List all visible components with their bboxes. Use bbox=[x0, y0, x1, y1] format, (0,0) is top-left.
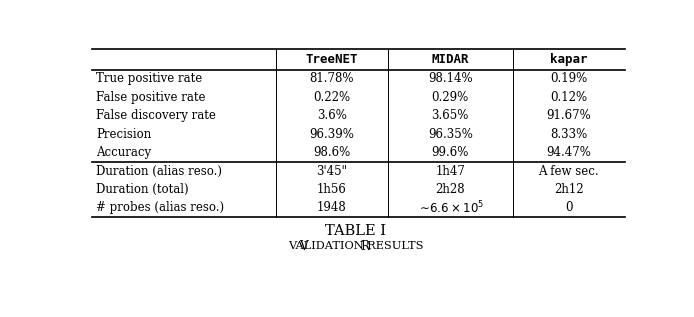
Text: 2h28: 2h28 bbox=[435, 183, 465, 196]
Text: A few sec.: A few sec. bbox=[539, 165, 599, 178]
Text: 96.35%: 96.35% bbox=[428, 128, 473, 141]
Text: 3.6%: 3.6% bbox=[316, 109, 347, 122]
Text: 2h12: 2h12 bbox=[554, 183, 584, 196]
Text: 1h47: 1h47 bbox=[435, 165, 465, 178]
Text: $\sim\!6.6\times10^{5}$: $\sim\!6.6\times10^{5}$ bbox=[416, 200, 484, 216]
Text: False positive rate: False positive rate bbox=[96, 91, 206, 104]
Text: 98.6%: 98.6% bbox=[313, 146, 350, 159]
Text: R: R bbox=[360, 240, 369, 253]
Text: 98.14%: 98.14% bbox=[428, 73, 473, 86]
Text: 81.78%: 81.78% bbox=[310, 73, 354, 86]
Text: 0.29%: 0.29% bbox=[432, 91, 469, 104]
Text: True positive rate: True positive rate bbox=[96, 73, 203, 86]
Text: 1h56: 1h56 bbox=[316, 183, 347, 196]
Text: Accuracy: Accuracy bbox=[96, 146, 151, 159]
Text: 0.12%: 0.12% bbox=[550, 91, 587, 104]
Text: 0.22%: 0.22% bbox=[313, 91, 350, 104]
Text: False discovery rate: False discovery rate bbox=[96, 109, 217, 122]
Text: 3.65%: 3.65% bbox=[432, 109, 469, 122]
Text: 91.67%: 91.67% bbox=[546, 109, 591, 122]
Text: 1948: 1948 bbox=[317, 202, 346, 215]
Text: 96.39%: 96.39% bbox=[310, 128, 354, 141]
Text: kapar: kapar bbox=[550, 53, 587, 66]
Text: V: V bbox=[298, 240, 307, 253]
Text: Precision: Precision bbox=[96, 128, 152, 141]
Text: 0: 0 bbox=[565, 202, 573, 215]
Text: # probes (alias reso.): # probes (alias reso.) bbox=[96, 202, 225, 215]
Text: 99.6%: 99.6% bbox=[432, 146, 469, 159]
Text: 3'45": 3'45" bbox=[316, 165, 347, 178]
Text: Duration (total): Duration (total) bbox=[96, 183, 189, 196]
Text: MIDAR: MIDAR bbox=[432, 53, 469, 66]
Text: 94.47%: 94.47% bbox=[546, 146, 591, 159]
Text: 8.33%: 8.33% bbox=[550, 128, 587, 141]
Text: 0.19%: 0.19% bbox=[550, 73, 587, 86]
Text: Duration (alias reso.): Duration (alias reso.) bbox=[96, 165, 223, 178]
Text: VALIDATION RESULTS: VALIDATION RESULTS bbox=[288, 242, 423, 251]
Text: TreeNET: TreeNET bbox=[305, 53, 358, 66]
Text: TABLE I: TABLE I bbox=[325, 223, 386, 238]
